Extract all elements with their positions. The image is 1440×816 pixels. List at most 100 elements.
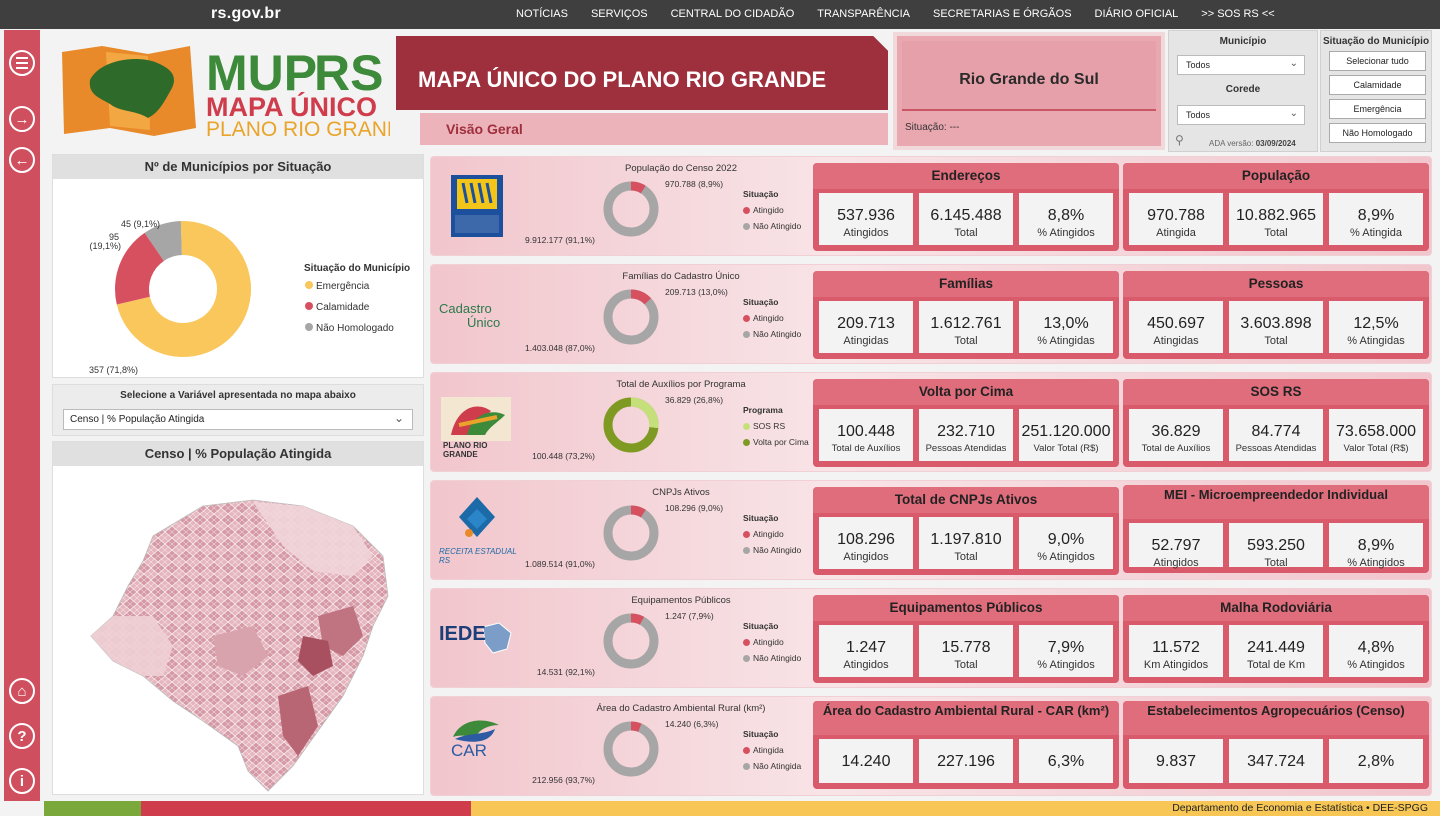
svg-text:RS: RS — [314, 45, 383, 101]
back-arrow-icon[interactable]: ← — [9, 147, 35, 173]
municipios-situacao-panel: Nº de Municípios por Situação 45 (9,1%) 9… — [52, 154, 424, 378]
menu-icon[interactable] — [9, 50, 35, 76]
kpi-card-title: Volta por Cima — [813, 379, 1119, 405]
ada-version: ADA versão: 03/09/2024 — [1209, 139, 1296, 148]
logo-caption: RECEITA ESTADUAL RS — [439, 547, 517, 565]
kpi-cell: 3.603.898 Total — [1229, 301, 1323, 353]
donut-slice-b[interactable] — [603, 613, 659, 669]
kpi-value: 52.797 — [1151, 537, 1201, 554]
nav-item[interactable]: >> SOS RS << — [1201, 8, 1275, 20]
row-donut-chart[interactable] — [603, 613, 659, 669]
kpi-label: Atingidos — [843, 659, 889, 671]
select-all-button[interactable]: Selecionar tudo — [1329, 51, 1426, 71]
kpi-label: Atingidos — [843, 227, 889, 239]
kpi-card: População 970.788 Atingida 10.882.965 Total 8… — [1123, 163, 1429, 251]
row-donut-chart[interactable] — [603, 181, 659, 237]
row-chart-title: Área do Cadastro Ambiental Rural (km²) — [596, 703, 766, 714]
panel-title: Nº de Municípios por Situação — [53, 155, 423, 179]
donut-slice-a[interactable] — [603, 613, 659, 669]
legend-item: Atingido — [743, 313, 801, 323]
map-panel: Censo | % População Atingida — [52, 441, 424, 795]
kpi-value: 8,9% — [1357, 207, 1395, 224]
legend-label: Atingido — [753, 637, 784, 647]
donut-slice-a[interactable] — [603, 289, 659, 345]
home-icon[interactable]: ⌂ — [9, 678, 35, 704]
site-brand-link[interactable]: rs.gov.br — [211, 5, 281, 22]
donut-slice-b[interactable] — [603, 181, 659, 237]
kpi-cell: 8,9% % Atingida — [1329, 193, 1423, 245]
mup-rs-logo: MUP RS MAPA ÚNICO PLANO RIO GRANDE — [60, 40, 416, 141]
variable-select[interactable]: Censo | % População Atingida ⌄ — [63, 409, 413, 430]
legend-dot — [743, 746, 750, 754]
kpi-card-title: Área do Cadastro Ambiental Rural - CAR (… — [813, 701, 1119, 735]
municipio-select[interactable]: Todos ⌄ — [1177, 55, 1305, 75]
legend-item-label: Não Homologado — [316, 323, 394, 334]
donut-slice-não-homologado[interactable] — [144, 221, 182, 261]
calamidade-button[interactable]: Calamidade — [1329, 75, 1426, 95]
corede-select[interactable]: Todos ⌄ — [1177, 105, 1305, 125]
municipio-label: Município — [1219, 36, 1267, 47]
kpi-value: 8,8% — [1047, 207, 1085, 224]
kpi-cell: 537.936 Atingidos — [819, 193, 913, 245]
legend-label: Volta por Cima — [753, 437, 809, 447]
kpi-value: 1.247 — [845, 639, 887, 656]
kpi-label: Total — [954, 659, 978, 671]
legend-label: Atingido — [753, 313, 784, 323]
nav-item[interactable]: DIÁRIO OFICIAL — [1094, 8, 1179, 20]
nao-homologado-button[interactable]: Não Homologado — [1329, 123, 1426, 143]
row-donut-chart[interactable] — [603, 505, 659, 561]
indicator-row-car: CAR Área do Cadastro Ambiental Rural (km²… — [430, 696, 1432, 796]
donut-label-b: 1.089.514 (91,0%) — [525, 559, 595, 569]
censo-logo-icon — [437, 171, 517, 241]
kpi-cell: 1.612.761 Total — [919, 301, 1013, 353]
donut-slice-b[interactable] — [603, 721, 659, 777]
donut-slice-a[interactable] — [603, 181, 659, 237]
info-icon[interactable]: i — [9, 768, 35, 794]
kpi-label: Total — [1264, 227, 1288, 239]
kpi-label: Valor Total (R$) — [1343, 443, 1409, 454]
kpi-cell: 14.240 — [819, 739, 913, 783]
kpi-value: 4,8% — [1357, 639, 1395, 656]
donut-label-b: 212.956 (93,7%) — [532, 775, 595, 785]
row-donut-chart[interactable] — [603, 721, 659, 777]
row-donut-chart[interactable] — [603, 289, 659, 345]
legend-dot — [743, 546, 750, 554]
donut-slice-emergência[interactable] — [116, 221, 251, 357]
kpi-card-title: Total de CNPJs Ativos — [813, 487, 1119, 513]
kpi-cell: 970.788 Atingida — [1129, 193, 1223, 245]
kpi-value: 1.197.810 — [930, 531, 1002, 548]
row-donut-legend: Programa SOS RS Volta por Cima — [743, 405, 809, 447]
rs-municipality-map[interactable] — [53, 466, 423, 794]
kpi-cell: 84.774 Pessoas Atendidas — [1229, 409, 1323, 461]
donut-slice-a[interactable] — [603, 397, 659, 453]
donut-slice-calamidade[interactable] — [115, 232, 164, 305]
kpi-card-title: MEI - Microempreendedor Individual — [1123, 485, 1429, 519]
nav-item[interactable]: TRANSPARÊNCIA — [817, 8, 910, 20]
row-chart-title: Total de Auxílios por Programa — [616, 379, 746, 390]
left-sidebar: → ← ⌂ ? i — [4, 30, 40, 801]
nav-item[interactable]: SECRETARIAS E ÓRGÃOS — [932, 8, 1072, 20]
row-donut-chart[interactable] — [603, 397, 659, 453]
kpi-cell: 241.449 Total de Km — [1229, 625, 1323, 677]
kpi-cell: 13,0% % Atingidas — [1019, 301, 1113, 353]
nav-item[interactable]: SERVIÇOS — [590, 8, 648, 20]
kpi-cell: 9,0% % Atingidos — [1019, 517, 1113, 569]
help-icon[interactable]: ? — [9, 723, 35, 749]
nav-item[interactable]: NOTÍCIAS — [516, 8, 568, 20]
forward-arrow-icon[interactable]: → — [9, 106, 35, 132]
kpi-label: Atingidas — [1153, 335, 1199, 347]
clear-filter-icon[interactable]: ⚲ — [1175, 133, 1184, 147]
kpi-cell: 52.797 Atingidos — [1129, 523, 1223, 569]
emergencia-button[interactable]: Emergência — [1329, 99, 1426, 119]
kpi-label: Total de Auxílios — [831, 443, 901, 454]
donut-slice-a[interactable] — [603, 505, 659, 561]
kpi-cell: 450.697 Atingidas — [1129, 301, 1223, 353]
kpi-cell: 6,3% — [1019, 739, 1113, 783]
logo-caption: CAR — [451, 741, 487, 760]
donut-slice-a[interactable] — [603, 721, 659, 777]
legend-dot — [743, 206, 750, 214]
kpi-cell: 100.448 Total de Auxílios — [819, 409, 913, 461]
nav-item[interactable]: CENTRAL DO CIDADÃO — [670, 8, 795, 20]
donut-slice-b[interactable] — [603, 505, 659, 561]
variable-selector-panel: Selecione a Variável apresentada no mapa… — [52, 384, 424, 436]
